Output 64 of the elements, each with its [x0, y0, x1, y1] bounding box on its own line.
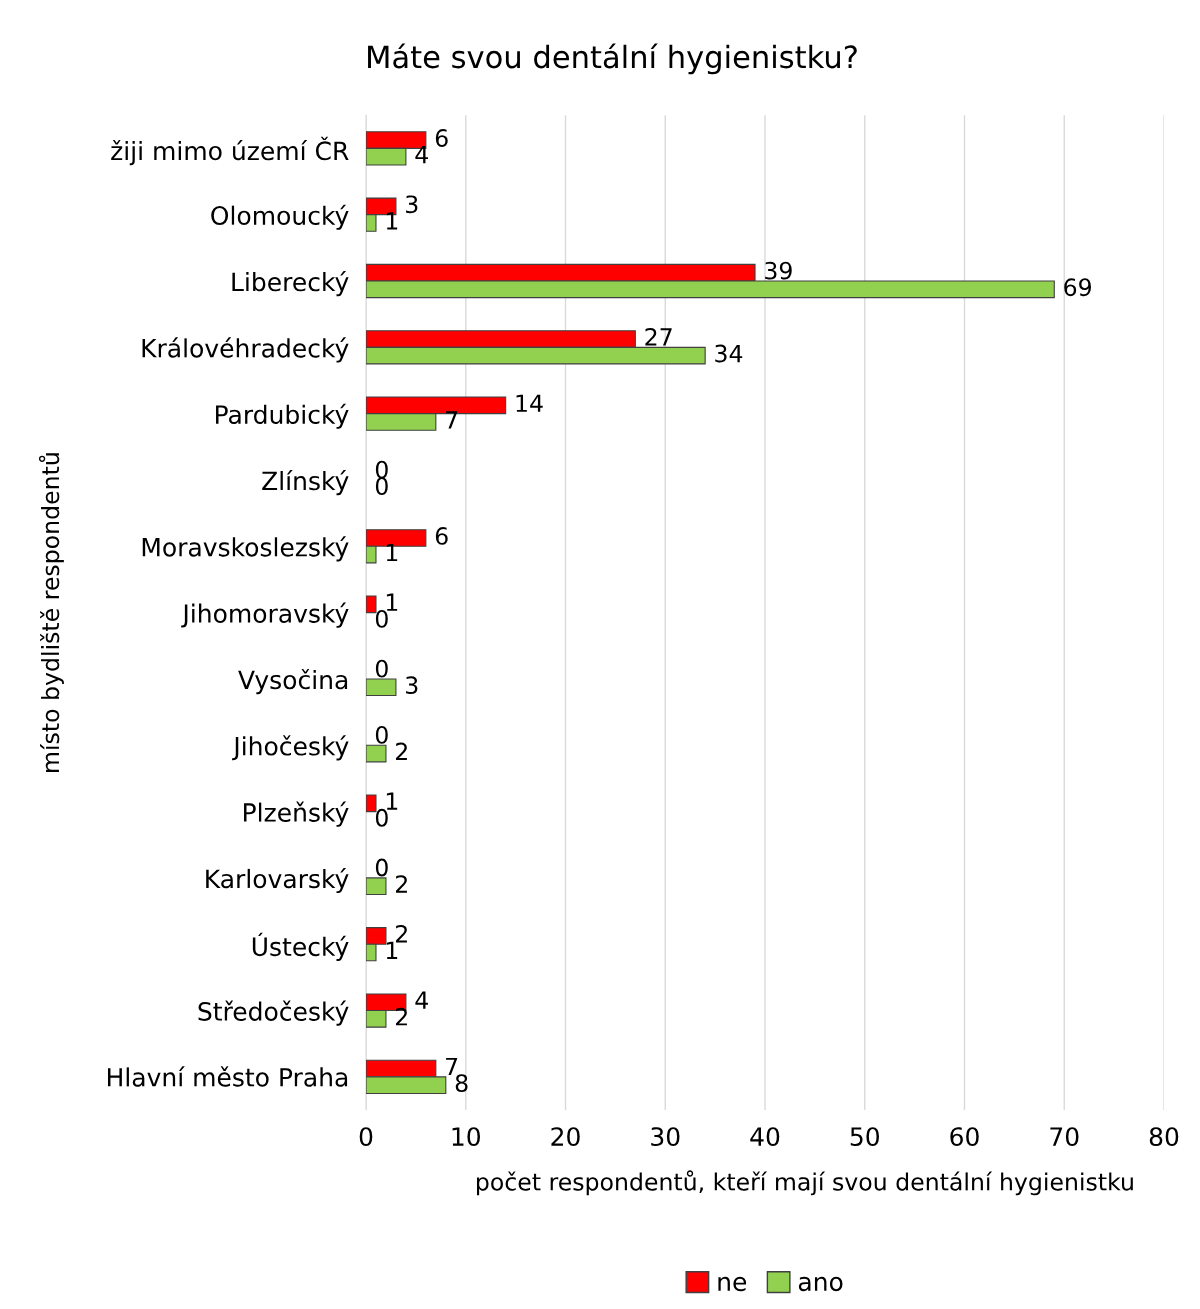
bar: [366, 678, 397, 697]
y-tick-label: Olomoucký: [211, 204, 349, 230]
data-label: 7: [446, 1057, 458, 1076]
chart-title: Máte svou dentální hygienistku?: [368, 43, 857, 75]
x-axis-title: počet respondentů, kteří mají svou dentální hygienistku: [476, 1170, 1133, 1196]
y-tick-label: Královéhradecký: [142, 337, 349, 363]
data-label: 4: [415, 145, 428, 164]
y-tick-label: žiji mimo území ČR: [111, 136, 349, 166]
data-label: 2: [396, 875, 407, 893]
data-label: 1: [386, 792, 398, 810]
x-tick-label: 50: [850, 1127, 879, 1147]
x-tick-label: 60: [950, 1127, 979, 1147]
y-tick-label: Zlínský: [262, 469, 349, 496]
x-tick-label: 40: [750, 1127, 780, 1147]
data-label: 34: [715, 344, 743, 363]
x-tick-label: 80: [1149, 1127, 1179, 1147]
data-label: 2: [396, 742, 407, 761]
data-label: 8: [455, 1074, 468, 1093]
x-tick-label: 0: [359, 1127, 373, 1147]
bar: [366, 744, 387, 763]
x-tick-label: 10: [452, 1127, 480, 1147]
x-tick-label: 70: [1050, 1127, 1079, 1147]
y-tick-label: Karlovarský: [206, 867, 349, 894]
data-label: 0: [375, 858, 388, 877]
y-tick-label: Ústecký: [252, 932, 349, 961]
data-label: 1: [386, 941, 398, 960]
data-label: 0: [375, 477, 388, 496]
legend-label: ne: [718, 1276, 747, 1292]
y-tick-label: Jihomoravský: [181, 602, 349, 628]
data-label: 39: [765, 261, 792, 280]
data-label: 2: [396, 1007, 407, 1026]
data-label: 69: [1064, 278, 1091, 297]
data-label: 4: [415, 991, 428, 1009]
legend-label: ano: [798, 1276, 843, 1292]
data-label: 3: [406, 195, 418, 214]
y-tick-label: Vysočina: [238, 668, 348, 695]
y-tick-label: Plzeňský: [244, 801, 349, 827]
data-label: 6: [435, 526, 448, 545]
data-label: 27: [645, 328, 672, 346]
data-label: 1: [386, 593, 398, 611]
x-tick-label: 20: [551, 1127, 580, 1147]
data-label: 14: [516, 394, 543, 412]
data-label: 0: [375, 609, 388, 628]
data-label: 0: [375, 725, 388, 744]
y-tick-label: Liberecký: [232, 271, 349, 297]
data-label: 6: [435, 129, 448, 147]
data-label: 2: [396, 924, 407, 943]
data-label: 1: [386, 543, 398, 562]
y-axis-title: místo bydliště respondentů: [38, 453, 64, 772]
data-label: 0: [375, 460, 388, 479]
bar: [366, 595, 377, 614]
y-tick-label: Hlavní město Praha: [107, 1066, 348, 1087]
x-tick-label: 30: [651, 1127, 680, 1147]
bar: [366, 794, 377, 813]
data-label: 1: [386, 212, 398, 230]
y-tick-label: Pardubický: [216, 403, 349, 429]
y-tick-label: Moravskoslezský: [142, 536, 349, 562]
y-tick-label: Jihočeský: [232, 735, 349, 761]
bar: [366, 877, 387, 896]
data-label: 7: [446, 411, 458, 429]
data-label: 3: [406, 676, 418, 695]
y-tick-label: Středočeský: [198, 1000, 349, 1026]
data-label: 0: [375, 659, 388, 678]
data-label: 0: [375, 808, 388, 827]
